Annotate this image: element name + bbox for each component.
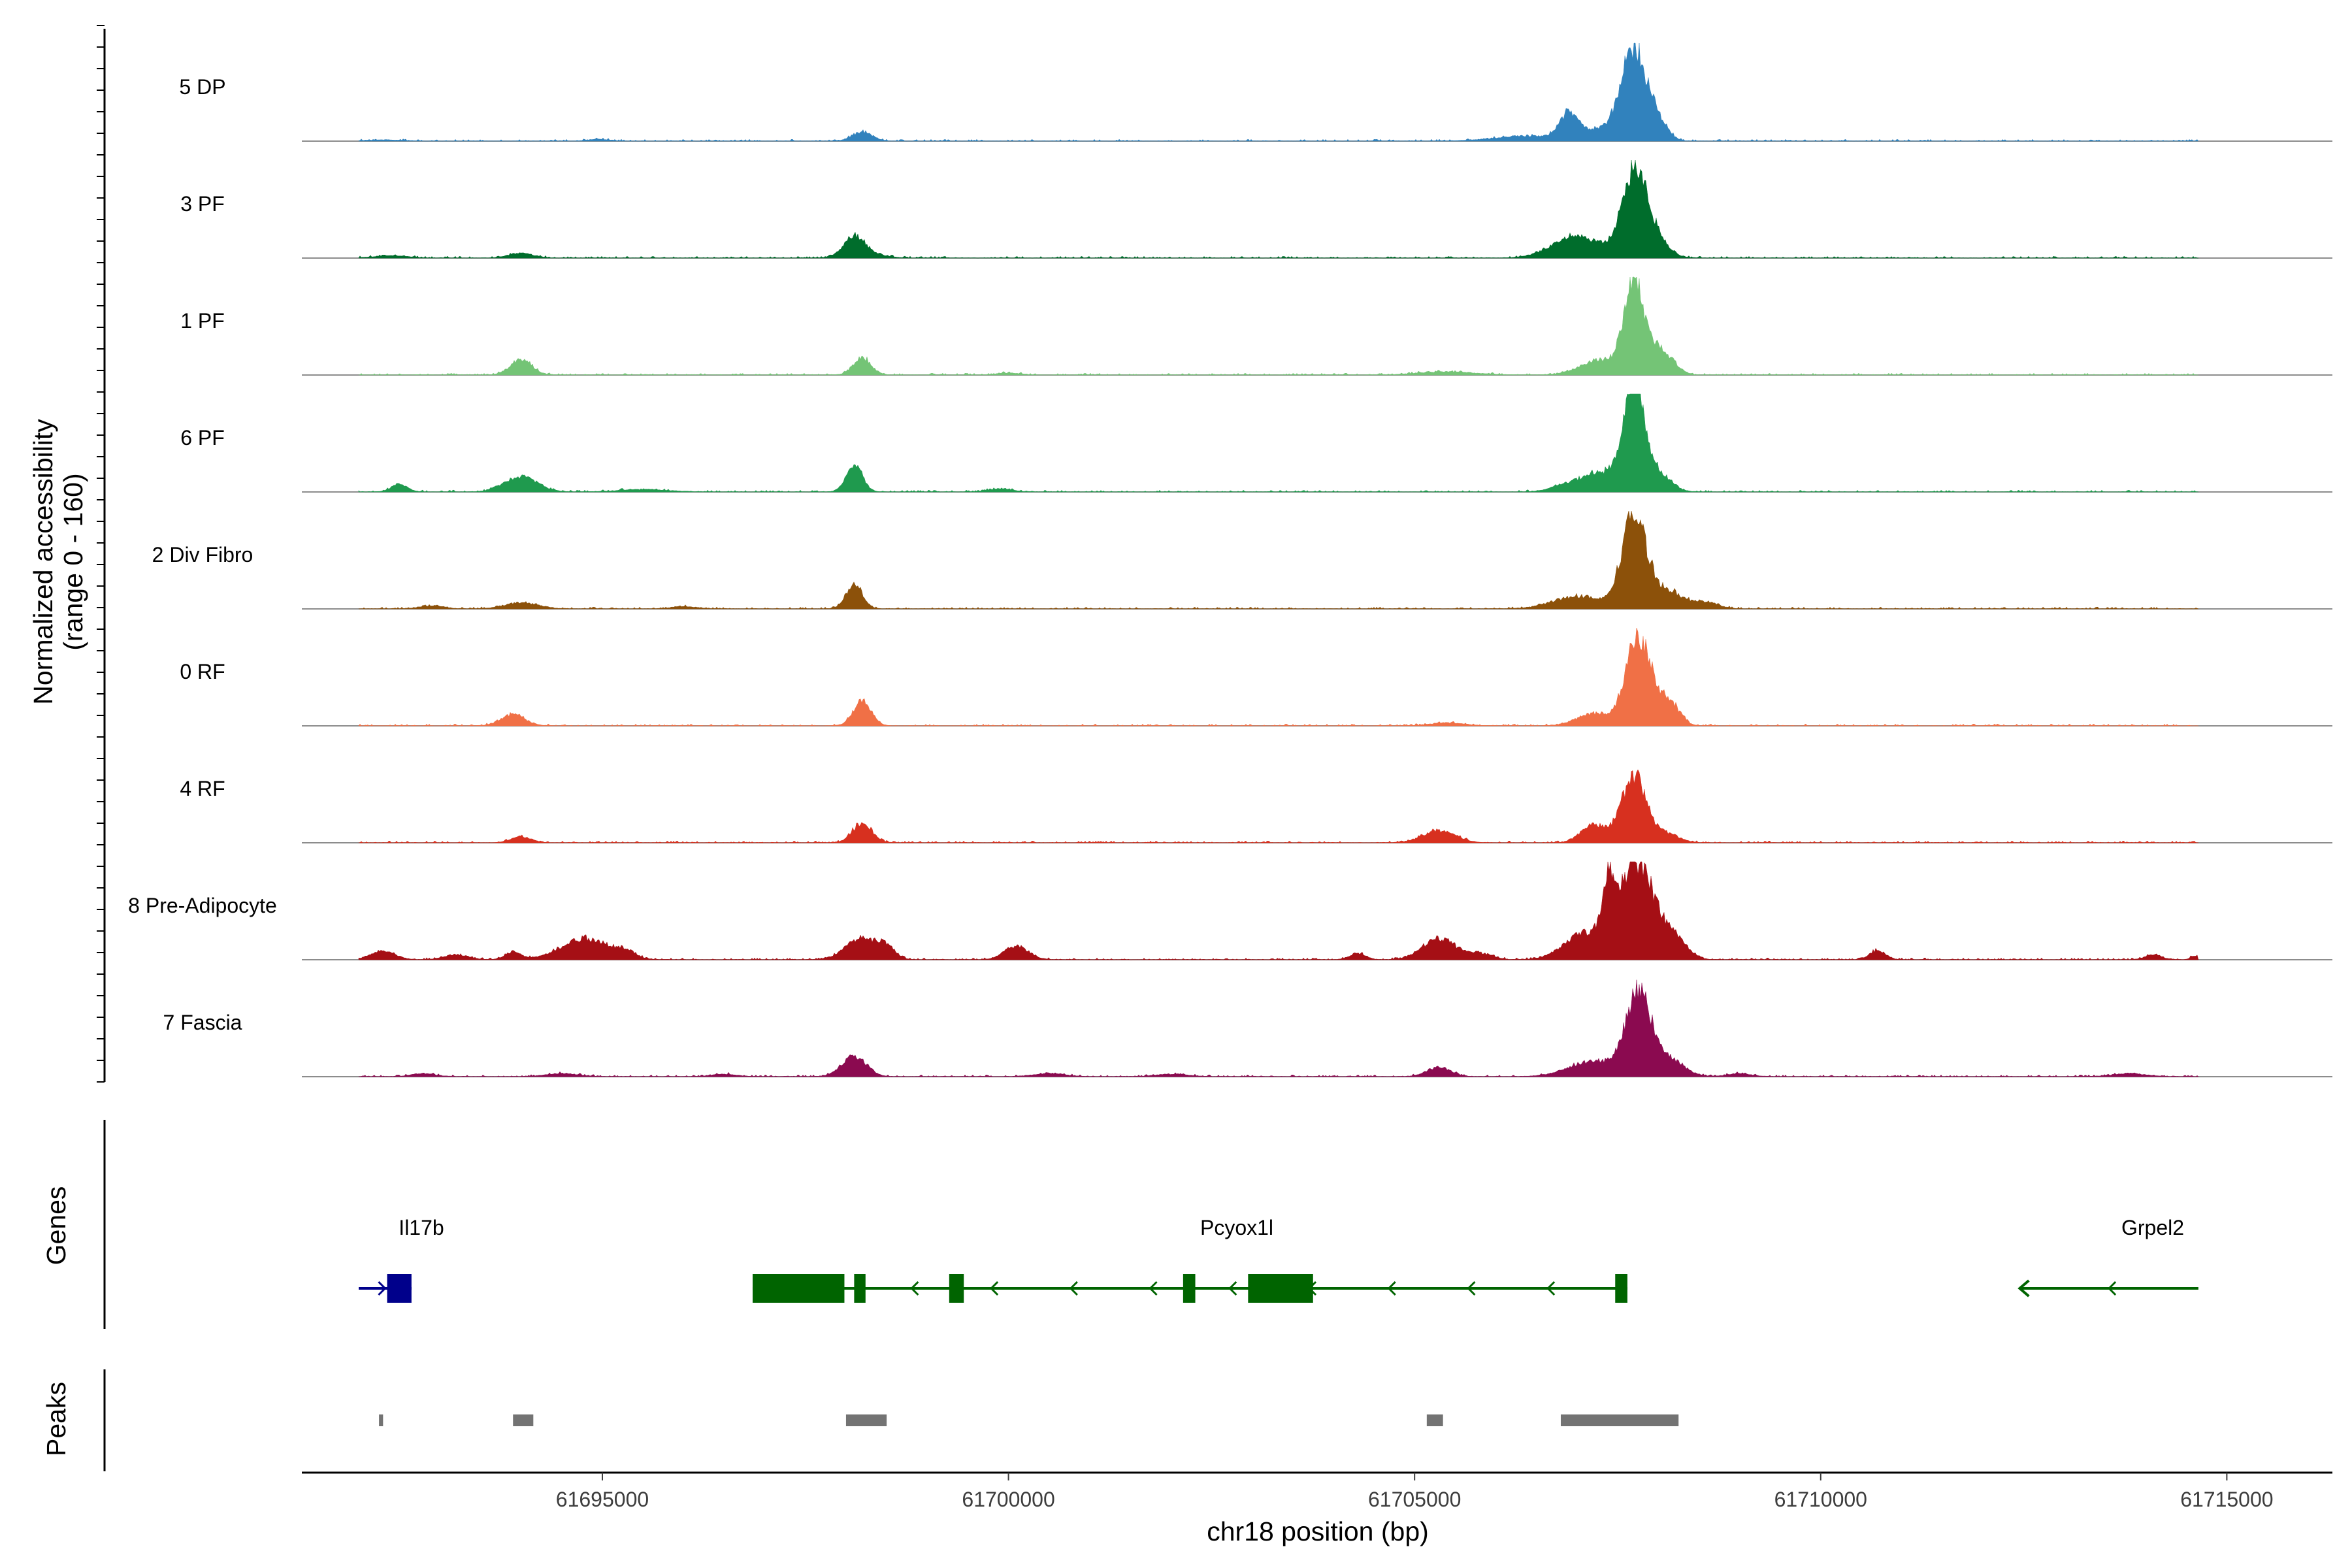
strand-arrow [990, 1281, 999, 1296]
exon [752, 1274, 845, 1303]
track-label: 7 Fascia [163, 1011, 242, 1034]
y-axis [97, 25, 106, 1471]
coverage-area [358, 42, 2199, 142]
gene-label: Grpel2 [2121, 1216, 2184, 1239]
strand-arrow [378, 1281, 387, 1296]
peak-region [513, 1414, 534, 1426]
x-tick-label: 61700000 [962, 1488, 1054, 1511]
x-tick-label: 61710000 [1774, 1488, 1867, 1511]
track-label: 1 PF [180, 309, 225, 333]
track-3-pf: 3 PF [180, 159, 2332, 259]
strand-arrow [2107, 1281, 2117, 1296]
gene-label: Pcyox1l [1200, 1216, 1273, 1239]
peak-region [1426, 1414, 1443, 1426]
coverage-area [358, 769, 2198, 843]
track-label: 0 RF [180, 660, 225, 683]
genes-track-label: Genes [41, 1186, 71, 1266]
track-label: 4 RF [180, 777, 225, 800]
y-axis-title: Normalized accessibility [28, 419, 58, 705]
exon [854, 1274, 866, 1303]
coverage-area [358, 159, 2198, 259]
exon [1248, 1274, 1313, 1303]
gene-grpel2: Grpel2 [2017, 1216, 2198, 1298]
x-axis-title: chr18 position (bp) [1207, 1516, 1429, 1546]
strand-arrow [1069, 1281, 1078, 1296]
y-axis-subtitle: (range 0 - 160) [58, 473, 88, 650]
track-label: 5 DP [179, 75, 225, 99]
coverage-area [358, 861, 2199, 960]
track-0-rf: 0 RF [180, 627, 2332, 727]
peaks-track-label: Peaks [41, 1382, 71, 1456]
track-5-dp: 5 DP [179, 42, 2332, 142]
strand-arrow [1546, 1281, 1556, 1296]
x-tick-label: 61695000 [556, 1488, 649, 1511]
track-4-rf: 4 RF [180, 769, 2332, 843]
exon [1615, 1274, 1627, 1303]
peak-region [1560, 1414, 1679, 1426]
coverage-tracks: 5 DP 3 PF 1 PF 6 PF 2 Div Fibro 0 RF 4 RF 8 Pre… [128, 42, 2332, 1077]
track-7-fascia: 7 Fascia [163, 979, 2332, 1077]
coverage-area [358, 276, 2198, 376]
coverage-area [358, 627, 2198, 727]
gene-track: Il17b Pcyox1l Grpel2 [359, 1216, 2198, 1303]
track-2-div-fibro: 2 Div Fibro [152, 510, 2332, 610]
track-8-pre-adipocyte: 8 Pre-Adipocyte [128, 861, 2332, 960]
strand-arrow [910, 1281, 919, 1296]
peak-region [379, 1414, 384, 1426]
gene-pcyox1l: Pcyox1l [752, 1216, 1627, 1303]
track-label: 2 Div Fibro [152, 543, 253, 566]
coverage-area [358, 510, 2198, 610]
peak-track [379, 1414, 1679, 1426]
track-label: 8 Pre-Adipocyte [128, 894, 277, 917]
strand-arrow [1228, 1281, 1237, 1296]
exon [949, 1274, 964, 1303]
track-6-pf: 6 PF [180, 393, 2332, 493]
gene-label: Il17b [399, 1216, 444, 1239]
track-label: 3 PF [180, 192, 225, 216]
coverage-area [358, 979, 2199, 1077]
gene-il17b: Il17b [359, 1216, 444, 1303]
x-tick-label: 61705000 [1368, 1488, 1461, 1511]
track-1-pf: 1 PF [180, 276, 2332, 376]
strand-arrow [1467, 1281, 1476, 1296]
peak-region [845, 1414, 887, 1426]
strand-arrow [1149, 1281, 1158, 1296]
strand-arrow [1387, 1281, 1396, 1296]
strand-arrow [2017, 1279, 2030, 1298]
exon [1183, 1274, 1196, 1303]
track-label: 6 PF [180, 426, 225, 449]
exon [387, 1274, 412, 1303]
x-tick-label: 61715000 [2180, 1488, 2273, 1511]
x-axis: 61695000 61700000 61705000 61710000 61715000 [302, 1471, 2332, 1511]
coverage-area [358, 393, 2198, 493]
